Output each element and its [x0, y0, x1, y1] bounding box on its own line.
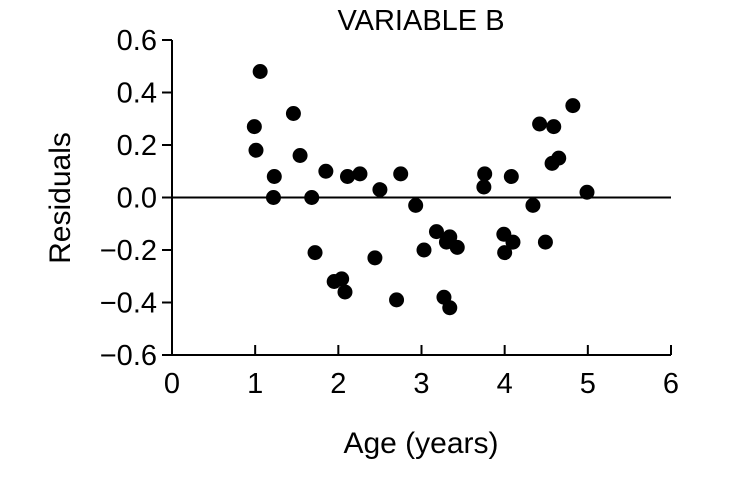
x-tick-label: 3: [413, 368, 429, 400]
data-point: [292, 148, 308, 163]
data-point: [546, 119, 562, 135]
data-point: [334, 271, 350, 287]
data-point: [307, 245, 323, 261]
data-point: [266, 169, 282, 184]
y-tick-label: −0.6: [100, 340, 157, 372]
data-point: [532, 116, 548, 132]
data-point: [352, 166, 368, 182]
y-axis-label: Residuals: [44, 132, 77, 264]
data-point: [449, 239, 465, 255]
data-point: [477, 166, 493, 182]
data-point: [442, 300, 458, 316]
x-tick-label: 0: [164, 368, 180, 400]
y-tick-label: −0.2: [100, 235, 157, 267]
data-point: [503, 169, 519, 184]
data-point: [339, 169, 355, 184]
data-point: [304, 190, 320, 205]
y-tick-label: 0.2: [117, 130, 157, 162]
axes: 0.6 0.4 0.2 0.0 −0.2 −0.4 −0.60 1 2 3 4 5 6: [100, 25, 679, 400]
data-point: [579, 184, 595, 200]
y-tick-label: 0.4: [117, 78, 157, 110]
data-point: [408, 197, 424, 213]
data-point: [442, 229, 458, 245]
x-axis-label: Age (years): [343, 427, 498, 460]
data-point: [372, 182, 388, 198]
x-tick-label: 4: [497, 368, 513, 400]
data-point: [252, 64, 268, 79]
y-tick-label: 0.0: [117, 183, 157, 215]
data-point: [497, 245, 513, 261]
data-point: [393, 166, 409, 182]
x-tick-label: 6: [663, 368, 679, 400]
data-point: [476, 179, 492, 195]
x-tick-label: 2: [330, 368, 346, 400]
data-point: [505, 234, 521, 250]
data-point: [565, 98, 581, 114]
data-point: [416, 242, 432, 258]
data-point: [318, 163, 334, 179]
y-tick-label: 0.6: [117, 25, 157, 57]
x-tick-label: 1: [247, 368, 263, 400]
data-point: [285, 106, 301, 121]
chart-title: VARIABLE B: [337, 5, 504, 37]
data-point: [337, 284, 353, 300]
data-point: [367, 250, 383, 266]
data-point: [389, 292, 405, 308]
data-point: [525, 197, 541, 213]
y-tick-label: −0.4: [100, 288, 157, 320]
data-point: [428, 224, 444, 240]
data-point: [551, 150, 567, 166]
data-point: [265, 190, 281, 205]
data-point: [246, 119, 262, 135]
data-point: [248, 142, 264, 158]
data-point: [537, 234, 553, 250]
data-points: [246, 64, 595, 316]
x-tick-label: 5: [580, 368, 596, 400]
